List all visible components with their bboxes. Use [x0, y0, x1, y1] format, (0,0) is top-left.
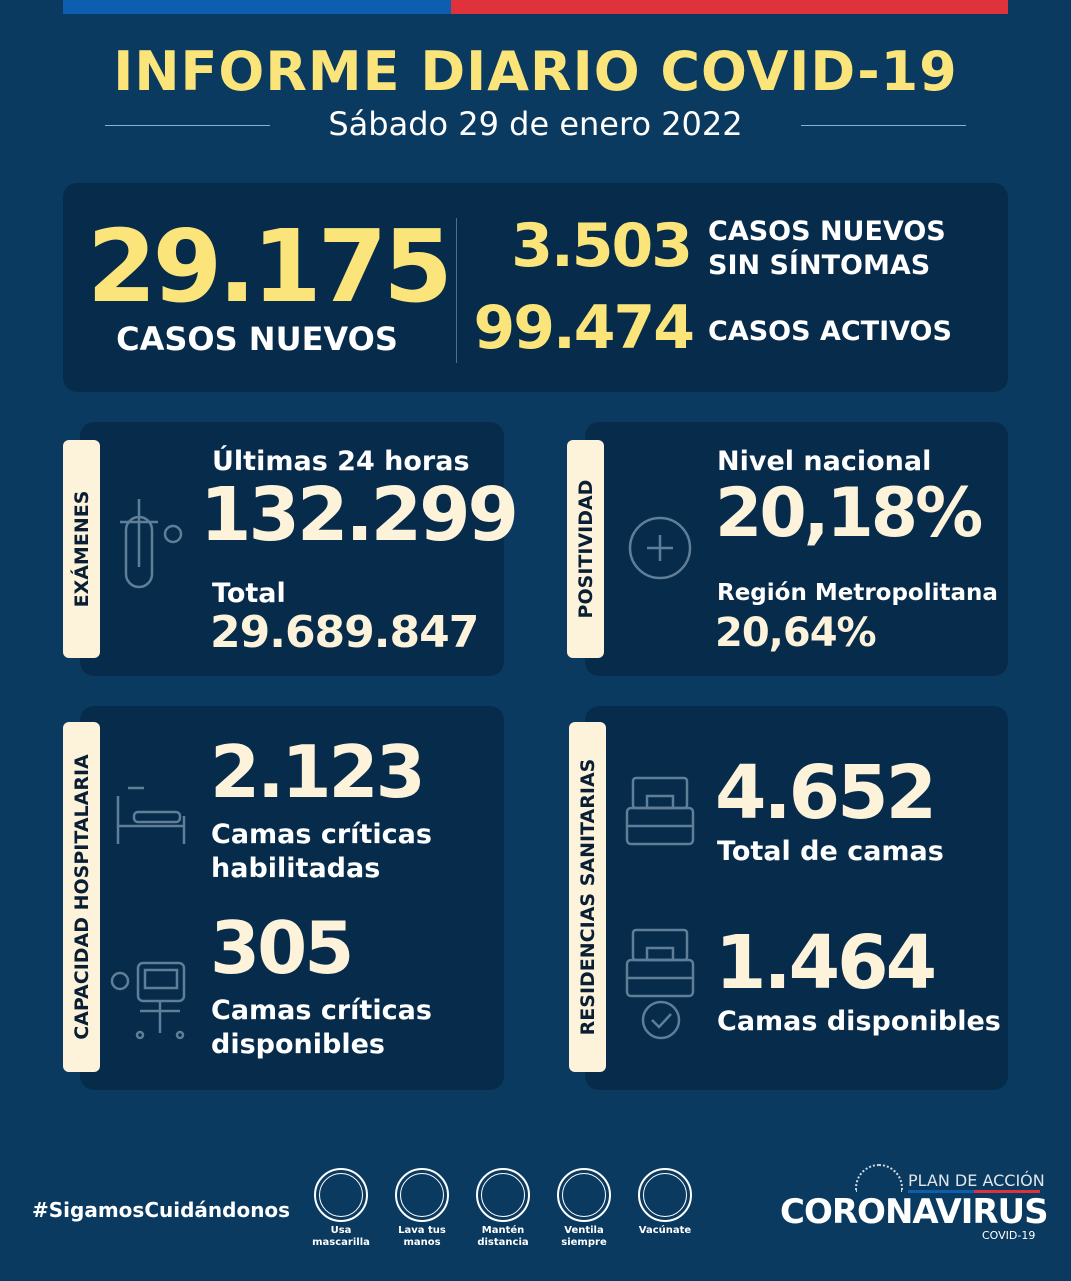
coronavirus-brand: CORONAVIRUS	[780, 1192, 1049, 1232]
hospital-tab: CAPACIDAD HOSPITALARIA	[63, 722, 100, 1072]
distance-icon	[476, 1168, 530, 1222]
divider	[456, 218, 457, 363]
tip-label: Vacúnate	[638, 1225, 692, 1236]
virus-logo-icon	[855, 1164, 903, 1192]
mask-icon	[314, 1168, 368, 1222]
available-beds-label: Camas críticas disponibles	[211, 994, 432, 1062]
last24-label: Últimas 24 horas	[212, 446, 470, 477]
hands-icon	[395, 1168, 449, 1222]
label-line: CASOS NUEVOS	[708, 216, 946, 247]
flag-stripe-blue	[63, 0, 451, 14]
report-date: Sábado 29 de enero 2022	[328, 105, 743, 143]
positivity-card: Nivel nacional 20,18% Región Metropolita…	[585, 422, 1008, 676]
tip-label: Usa	[330, 1225, 352, 1236]
residences-tab: RESIDENCIAS SANITARIAS	[569, 722, 606, 1072]
national-value: 20,18%	[715, 474, 983, 553]
new-cases-value: 29.175	[87, 208, 453, 325]
divider	[801, 125, 966, 126]
label-line: habilitadas	[211, 853, 381, 884]
brand-sub: COVID-19	[982, 1229, 1036, 1242]
label-line: SIN SÍNTOMAS	[708, 250, 931, 281]
rm-value: 20,64%	[715, 610, 877, 656]
rm-label: Región Metropolitana	[717, 580, 998, 606]
test-tube-icon	[120, 499, 183, 589]
enabled-beds-label: Camas críticas habilitadas	[211, 818, 432, 886]
summary-card: 29.175 CASOS NUEVOS 3.503 CASOS NUEVOS SI…	[63, 183, 1008, 392]
label-line: Camas críticas	[211, 995, 432, 1026]
label-line: disponibles	[211, 1029, 385, 1060]
divider	[105, 125, 270, 126]
tip-label: distancia	[477, 1237, 529, 1248]
tip-label: Ventila	[564, 1225, 604, 1236]
bed-available-icon	[625, 928, 695, 1040]
tip-distance: Mantén distancia	[463, 1168, 543, 1249]
tip-label: manos	[403, 1237, 441, 1248]
exams-card: Últimas 24 horas 132.299 Total 29.689.84…	[80, 422, 519, 676]
plan-label: PLAN DE ACCIÓN	[908, 1171, 1045, 1190]
active-cases-value: 99.474	[473, 293, 695, 363]
available-beds-value: 305	[210, 906, 354, 990]
total-beds-value: 4.652	[715, 750, 937, 836]
tip-label: siempre	[561, 1237, 607, 1248]
positivity-tab: POSITIVIDAD	[567, 440, 604, 658]
tip-label: mascarilla	[312, 1237, 370, 1248]
available-beds-value: 1.464	[715, 920, 937, 1006]
flag-stripe-red	[451, 0, 1008, 14]
bed-icon	[625, 776, 695, 846]
tab-label: CAPACIDAD HOSPITALARIA	[70, 754, 93, 1040]
tip-vaccinate: Vacúnate	[625, 1168, 705, 1249]
tip-mask: Usa mascarilla	[301, 1168, 381, 1249]
tip-label: Mantén	[481, 1225, 525, 1236]
vaccine-icon	[638, 1168, 692, 1222]
page-title: INFORME DIARIO COVID-19	[113, 40, 958, 103]
tips-row: Usa mascarilla Lava tus manos Mantén distan…	[301, 1168, 705, 1249]
enabled-beds-value: 2.123	[210, 730, 426, 814]
tab-label: EXÁMENES	[70, 490, 93, 608]
total-beds-label: Total de camas	[717, 836, 944, 867]
total-value: 29.689.847	[210, 607, 479, 658]
national-label: Nivel nacional	[717, 446, 932, 477]
hashtag: #SigamosCuidándonos	[32, 1198, 291, 1222]
active-cases-label: CASOS ACTIVOS	[708, 316, 952, 347]
label-line: Camas críticas	[211, 819, 432, 850]
tab-label: POSITIVIDAD	[574, 479, 597, 619]
last24-value: 132.299	[200, 472, 519, 558]
hospital-card: 2.123 Camas críticas habilitadas 305 Cama…	[80, 706, 504, 1090]
flag-bar	[908, 1190, 974, 1193]
hospital-bed-icon	[116, 786, 186, 844]
flag-bar	[974, 1190, 1040, 1193]
asymptomatic-value: 3.503	[511, 211, 693, 281]
new-cases-label: CASOS NUEVOS	[116, 320, 398, 358]
total-label: Total	[212, 578, 286, 609]
ventilator-icon	[110, 961, 186, 1040]
plus-circle-icon	[628, 516, 692, 580]
available-beds-label: Camas disponibles	[717, 1006, 1001, 1037]
ventilate-icon	[557, 1168, 611, 1222]
tip-label: Lava tus	[398, 1225, 446, 1236]
residences-card: 4.652 Total de camas 1.464 Camas disponi…	[585, 706, 1008, 1090]
tab-label: RESIDENCIAS SANITARIAS	[576, 758, 599, 1036]
tip-wash-hands: Lava tus manos	[382, 1168, 462, 1249]
asymptomatic-label: CASOS NUEVOS SIN SÍNTOMAS	[708, 215, 946, 283]
exams-tab: EXÁMENES	[63, 440, 100, 658]
tip-ventilate: Ventila siempre	[544, 1168, 624, 1249]
